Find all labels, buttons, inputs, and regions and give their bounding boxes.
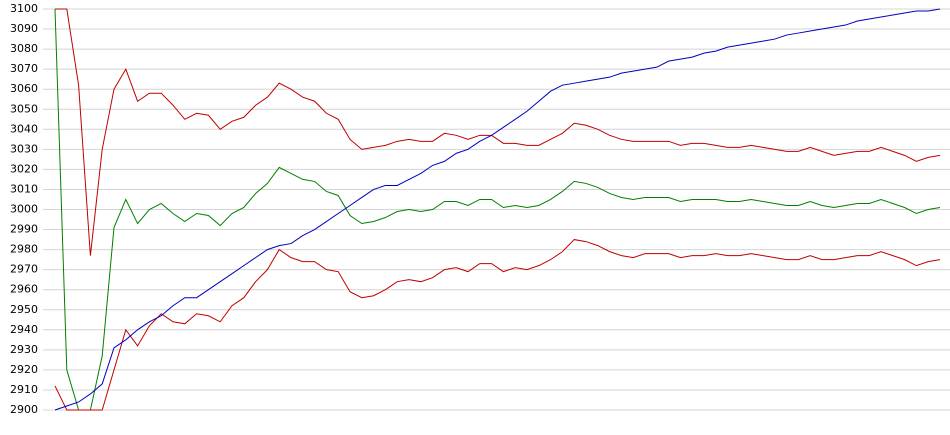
y-tick-label: 3010 — [10, 182, 38, 195]
y-tick-label: 3100 — [10, 2, 38, 15]
y-tick-label: 2950 — [10, 303, 38, 316]
y-tick-label: 3040 — [10, 122, 38, 135]
series-line — [54, 239, 941, 411]
y-tick-label: 2980 — [10, 243, 38, 256]
series-line — [54, 8, 941, 411]
y-tick-label: 3030 — [10, 142, 38, 155]
y-tick-label: 2960 — [10, 283, 38, 296]
y-tick-label: 2990 — [10, 223, 38, 236]
y-tick-label: 3050 — [10, 102, 38, 115]
series-line — [54, 8, 941, 411]
y-tick-label: 2910 — [10, 383, 38, 396]
y-tick-label: 3070 — [10, 62, 38, 75]
y-tick-label: 3090 — [10, 22, 38, 35]
y-tick-label: 3020 — [10, 162, 38, 175]
y-tick-label: 2970 — [10, 263, 38, 276]
y-tick-label: 2900 — [10, 403, 38, 416]
series-line — [55, 8, 941, 256]
y-tick-label: 3060 — [10, 82, 38, 95]
y-tick-label: 3080 — [10, 42, 38, 55]
y-tick-label: 2930 — [10, 343, 38, 356]
y-tick-label: 2920 — [10, 363, 38, 376]
y-tick-label: 2940 — [10, 323, 38, 336]
y-tick-label: 3000 — [10, 203, 38, 216]
